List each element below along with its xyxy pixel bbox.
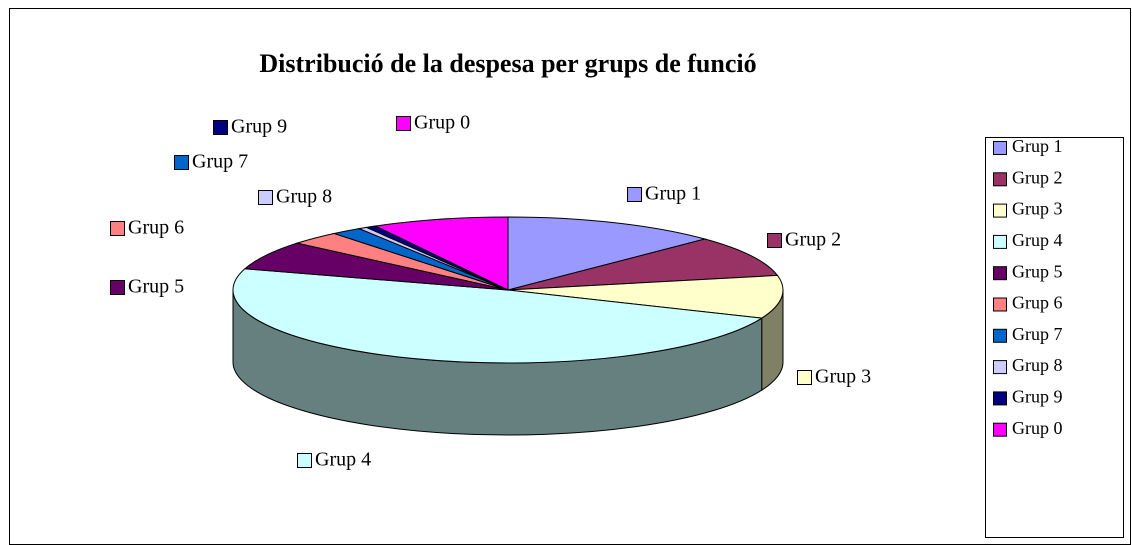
data-label: Grup 0 [414, 112, 470, 134]
label-swatch [110, 221, 125, 236]
legend-label: Grup 8 [1012, 355, 1063, 375]
legend-box [985, 137, 1124, 538]
data-label: Grup 2 [785, 229, 841, 251]
legend-swatch [993, 328, 1007, 343]
legend-label: Grup 0 [1012, 418, 1063, 438]
legend-label: Grup 2 [1012, 167, 1063, 187]
data-label: Grup 7 [192, 151, 248, 173]
data-label: Grup 1 [645, 183, 701, 205]
pie-slice [507, 238, 779, 291]
data-label: Grup 9 [231, 116, 287, 138]
legend-swatch [993, 234, 1007, 249]
legend-swatch [993, 391, 1007, 406]
legend-swatch [993, 297, 1007, 312]
data-label: Grup 3 [815, 366, 871, 388]
pie-slice [232, 268, 764, 364]
legend-swatch [993, 141, 1007, 155]
legend-label: Grup 5 [1012, 261, 1063, 281]
label-swatch [297, 453, 312, 468]
legend-label: Grup 6 [1012, 293, 1063, 313]
label-swatch [110, 280, 125, 295]
data-label: Grup 6 [128, 217, 184, 239]
label-swatch [767, 233, 782, 248]
pie-slice [243, 242, 509, 291]
pie-slice [507, 216, 707, 291]
label-swatch [627, 187, 642, 202]
label-swatch [396, 116, 411, 131]
legend-swatch [993, 422, 1007, 437]
data-label: Grup 4 [315, 449, 371, 471]
legend-swatch [993, 172, 1007, 187]
data-label: Grup 5 [128, 276, 184, 298]
chart-title: Distribució de la despesa per grups de f… [259, 49, 756, 78]
data-label: Grup 8 [276, 186, 332, 208]
label-swatch [213, 120, 228, 135]
legend-swatch [993, 203, 1007, 218]
legend-label: Grup 1 [1012, 136, 1063, 156]
label-swatch [797, 370, 812, 385]
legend-swatch [993, 266, 1007, 281]
legend-label: Grup 7 [1012, 324, 1063, 344]
pie-slice [507, 274, 784, 319]
legend-label: Grup 3 [1012, 199, 1063, 219]
legend-label: Grup 9 [1012, 387, 1063, 407]
legend-swatch [993, 360, 1007, 375]
legend-label: Grup 4 [1012, 230, 1063, 250]
pie-slice [373, 216, 509, 291]
label-swatch [258, 190, 273, 205]
label-swatch [174, 155, 189, 170]
